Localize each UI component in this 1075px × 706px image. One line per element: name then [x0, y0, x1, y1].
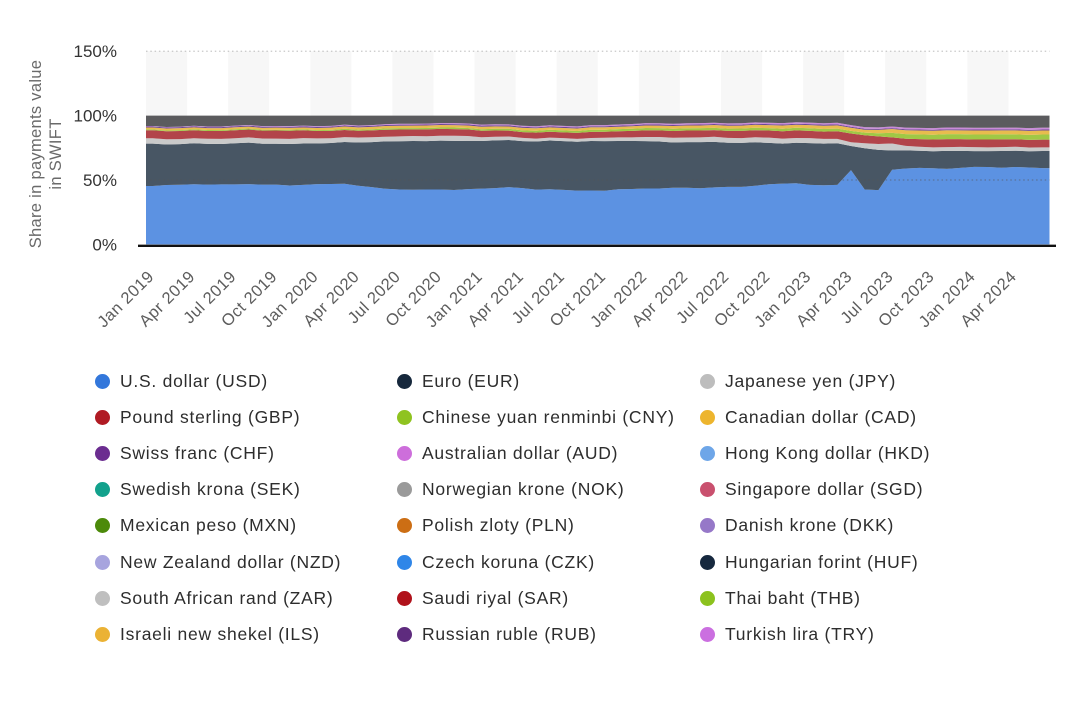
svg-text:100%: 100%	[74, 107, 117, 126]
svg-text:50%: 50%	[83, 171, 117, 190]
svg-text:150%: 150%	[74, 42, 117, 61]
svg-text:0%: 0%	[92, 235, 117, 254]
